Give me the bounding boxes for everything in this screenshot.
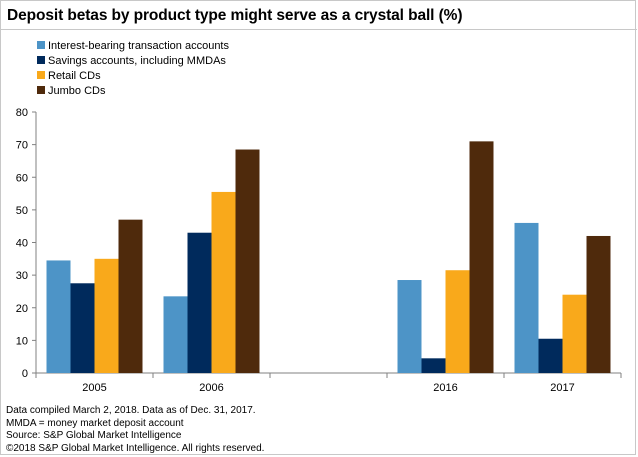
bar bbox=[562, 294, 587, 373]
title-divider bbox=[1, 29, 637, 30]
chart-notes: Data compiled March 2, 2018. Data as of … bbox=[6, 405, 264, 455]
legend-swatch bbox=[37, 71, 45, 79]
y-tick-label: 40 bbox=[16, 238, 28, 250]
bar bbox=[445, 270, 470, 373]
note-line: Source: S&P Global Market Intelligence bbox=[6, 430, 182, 441]
bar bbox=[94, 258, 119, 373]
y-tick-label: 10 bbox=[16, 335, 28, 347]
y-tick-label: 0 bbox=[22, 368, 28, 380]
y-tick-label: 30 bbox=[16, 270, 28, 282]
bar bbox=[211, 191, 236, 373]
bar bbox=[469, 141, 494, 373]
bars-group bbox=[46, 141, 611, 373]
bar bbox=[235, 149, 260, 373]
y-tick-label: 80 bbox=[16, 107, 28, 119]
legend-label: Jumbo CDs bbox=[48, 85, 106, 97]
y-axis: 0 10 20 30 40 50 60 70 80 bbox=[16, 107, 37, 380]
bar bbox=[586, 235, 611, 373]
bar bbox=[118, 219, 143, 373]
y-tick-label: 50 bbox=[16, 205, 28, 217]
legend-label: Retail CDs bbox=[48, 70, 101, 82]
chart-legend: Interest-bearing transaction accounts Sav… bbox=[37, 40, 229, 97]
legend-swatch bbox=[37, 56, 45, 64]
y-tick-label: 20 bbox=[16, 303, 28, 315]
y-tick-label: 70 bbox=[16, 140, 28, 152]
legend-swatch bbox=[37, 86, 45, 94]
bar bbox=[70, 283, 95, 373]
bar bbox=[397, 280, 422, 373]
bar bbox=[46, 260, 71, 373]
bar bbox=[163, 296, 188, 373]
note-line: Data compiled March 2, 2018. Data as of … bbox=[6, 405, 256, 416]
legend-swatch bbox=[37, 41, 45, 49]
note-line: ©2018 S&P Global Market Intelligence. Al… bbox=[6, 442, 265, 454]
x-tick-label: 2016 bbox=[433, 382, 457, 394]
legend-label: Interest-bearing transaction accounts bbox=[48, 40, 229, 52]
note-line: MMDA = money market deposit account bbox=[6, 417, 184, 429]
x-tick-label: 2006 bbox=[199, 382, 223, 394]
bar bbox=[187, 232, 212, 373]
chart-title: Deposit betas by product type might serv… bbox=[7, 7, 463, 24]
bar bbox=[421, 358, 446, 373]
bar bbox=[538, 338, 563, 373]
chart-plot: Interest-bearing transaction accounts Sav… bbox=[16, 40, 622, 394]
x-tick-label: 2005 bbox=[82, 382, 106, 394]
x-axis: 2005 2006 2016 2017 bbox=[35, 372, 622, 394]
legend-label: Savings accounts, including MMDAs bbox=[48, 55, 226, 67]
x-tick-label: 2017 bbox=[550, 382, 574, 394]
y-tick-label: 60 bbox=[16, 172, 28, 184]
bar bbox=[514, 222, 539, 373]
